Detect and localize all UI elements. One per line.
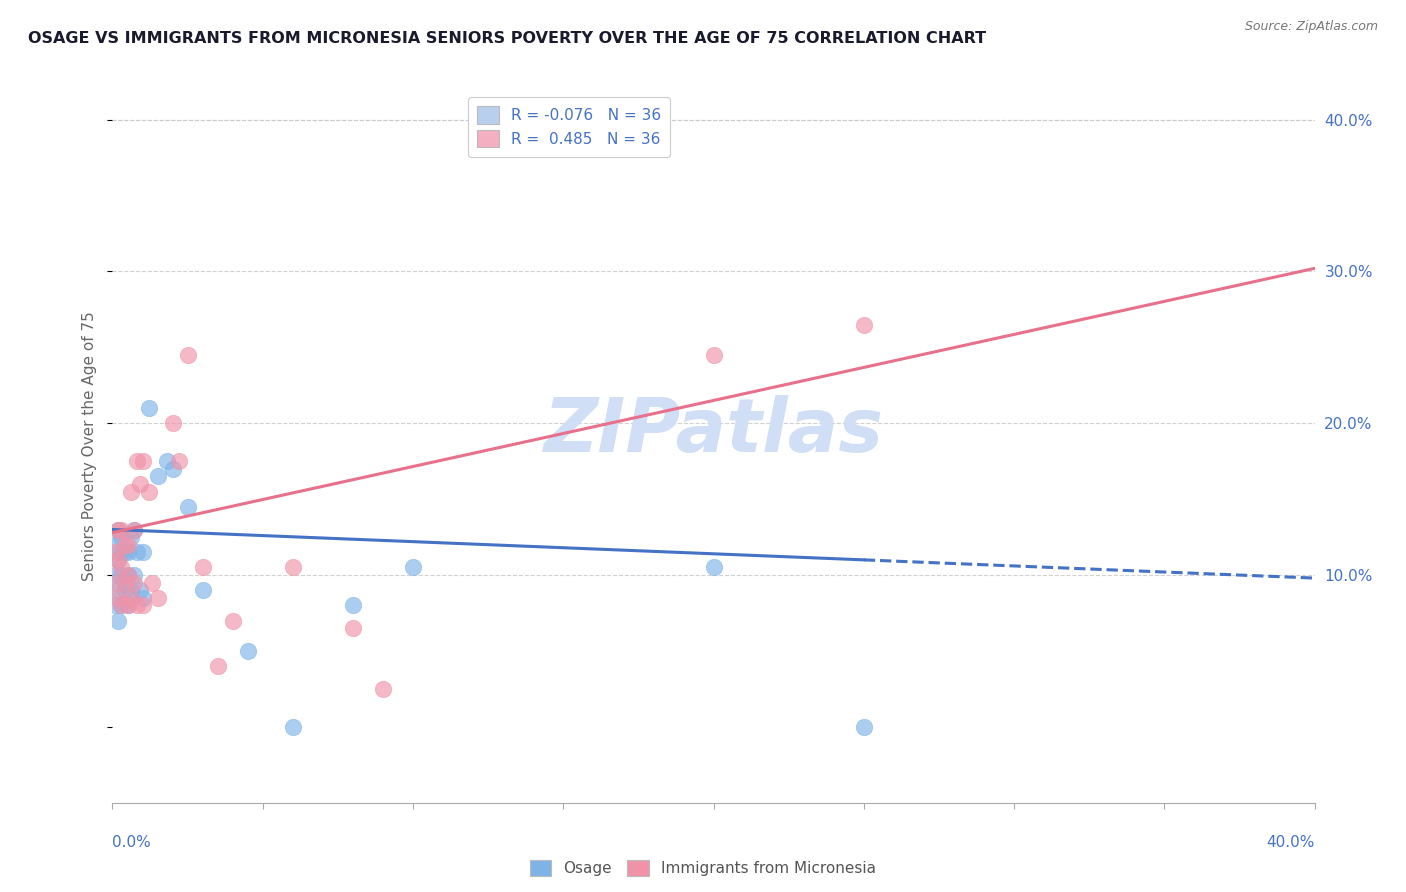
Text: 40.0%: 40.0% [1267, 836, 1315, 850]
Point [176, 500, 198, 514]
Point [122, 523, 145, 537]
Point [125, 545, 148, 559]
Point [702, 348, 725, 362]
Point [281, 560, 304, 574]
Point [155, 454, 177, 468]
Point [128, 477, 150, 491]
Point [120, 530, 142, 544]
Point [114, 575, 136, 590]
Point [176, 348, 198, 362]
Point [107, 583, 129, 598]
Point [107, 591, 129, 605]
Point [162, 416, 184, 430]
Point [131, 599, 153, 613]
Point [207, 659, 229, 673]
Legend: R = -0.076   N = 36, R =  0.485   N = 36: R = -0.076 N = 36, R = 0.485 N = 36 [468, 97, 671, 157]
Point [122, 568, 145, 582]
Point [110, 545, 132, 559]
Point [104, 568, 127, 582]
Point [107, 614, 129, 628]
Point [117, 568, 139, 582]
Point [131, 545, 153, 559]
Point [110, 568, 132, 582]
Point [114, 545, 136, 559]
Point [236, 644, 259, 658]
Y-axis label: Seniors Poverty Over the Age of 75: Seniors Poverty Over the Age of 75 [82, 311, 97, 581]
Point [107, 523, 129, 537]
Point [104, 538, 127, 552]
Text: OSAGE VS IMMIGRANTS FROM MICRONESIA SENIORS POVERTY OVER THE AGE OF 75 CORRELATI: OSAGE VS IMMIGRANTS FROM MICRONESIA SENI… [28, 31, 986, 46]
Point [120, 484, 142, 499]
Point [104, 575, 127, 590]
Text: ZIPatlas: ZIPatlas [544, 395, 883, 468]
Legend: Osage, Immigrants from Micronesia: Osage, Immigrants from Micronesia [524, 855, 882, 882]
Point [120, 583, 142, 598]
Point [107, 553, 129, 567]
Point [114, 538, 136, 552]
Point [131, 454, 153, 468]
Point [125, 599, 148, 613]
Point [852, 720, 875, 734]
Point [191, 583, 214, 598]
Point [852, 318, 875, 332]
Point [222, 614, 245, 628]
Point [110, 530, 132, 544]
Point [122, 575, 145, 590]
Point [702, 560, 725, 574]
Point [110, 599, 132, 613]
Point [138, 484, 160, 499]
Point [107, 523, 129, 537]
Point [117, 545, 139, 559]
Point [122, 523, 145, 537]
Point [281, 720, 304, 734]
Point [104, 599, 127, 613]
Point [125, 454, 148, 468]
Point [342, 599, 364, 613]
Point [141, 575, 163, 590]
Point [117, 599, 139, 613]
Point [191, 560, 214, 574]
Point [131, 591, 153, 605]
Point [342, 621, 364, 635]
Point [402, 560, 425, 574]
Point [110, 560, 132, 574]
Point [107, 553, 129, 567]
Point [138, 401, 160, 415]
Point [167, 454, 190, 468]
Point [117, 568, 139, 582]
Point [110, 523, 132, 537]
Text: Source: ZipAtlas.com: Source: ZipAtlas.com [1244, 20, 1378, 33]
Point [117, 538, 139, 552]
Point [128, 583, 150, 598]
Point [146, 591, 169, 605]
Point [371, 681, 394, 696]
Point [117, 599, 139, 613]
Point [114, 583, 136, 598]
Text: 0.0%: 0.0% [112, 836, 152, 850]
Point [104, 545, 127, 559]
Point [120, 591, 142, 605]
Point [146, 469, 169, 483]
Point [162, 462, 184, 476]
Point [110, 599, 132, 613]
